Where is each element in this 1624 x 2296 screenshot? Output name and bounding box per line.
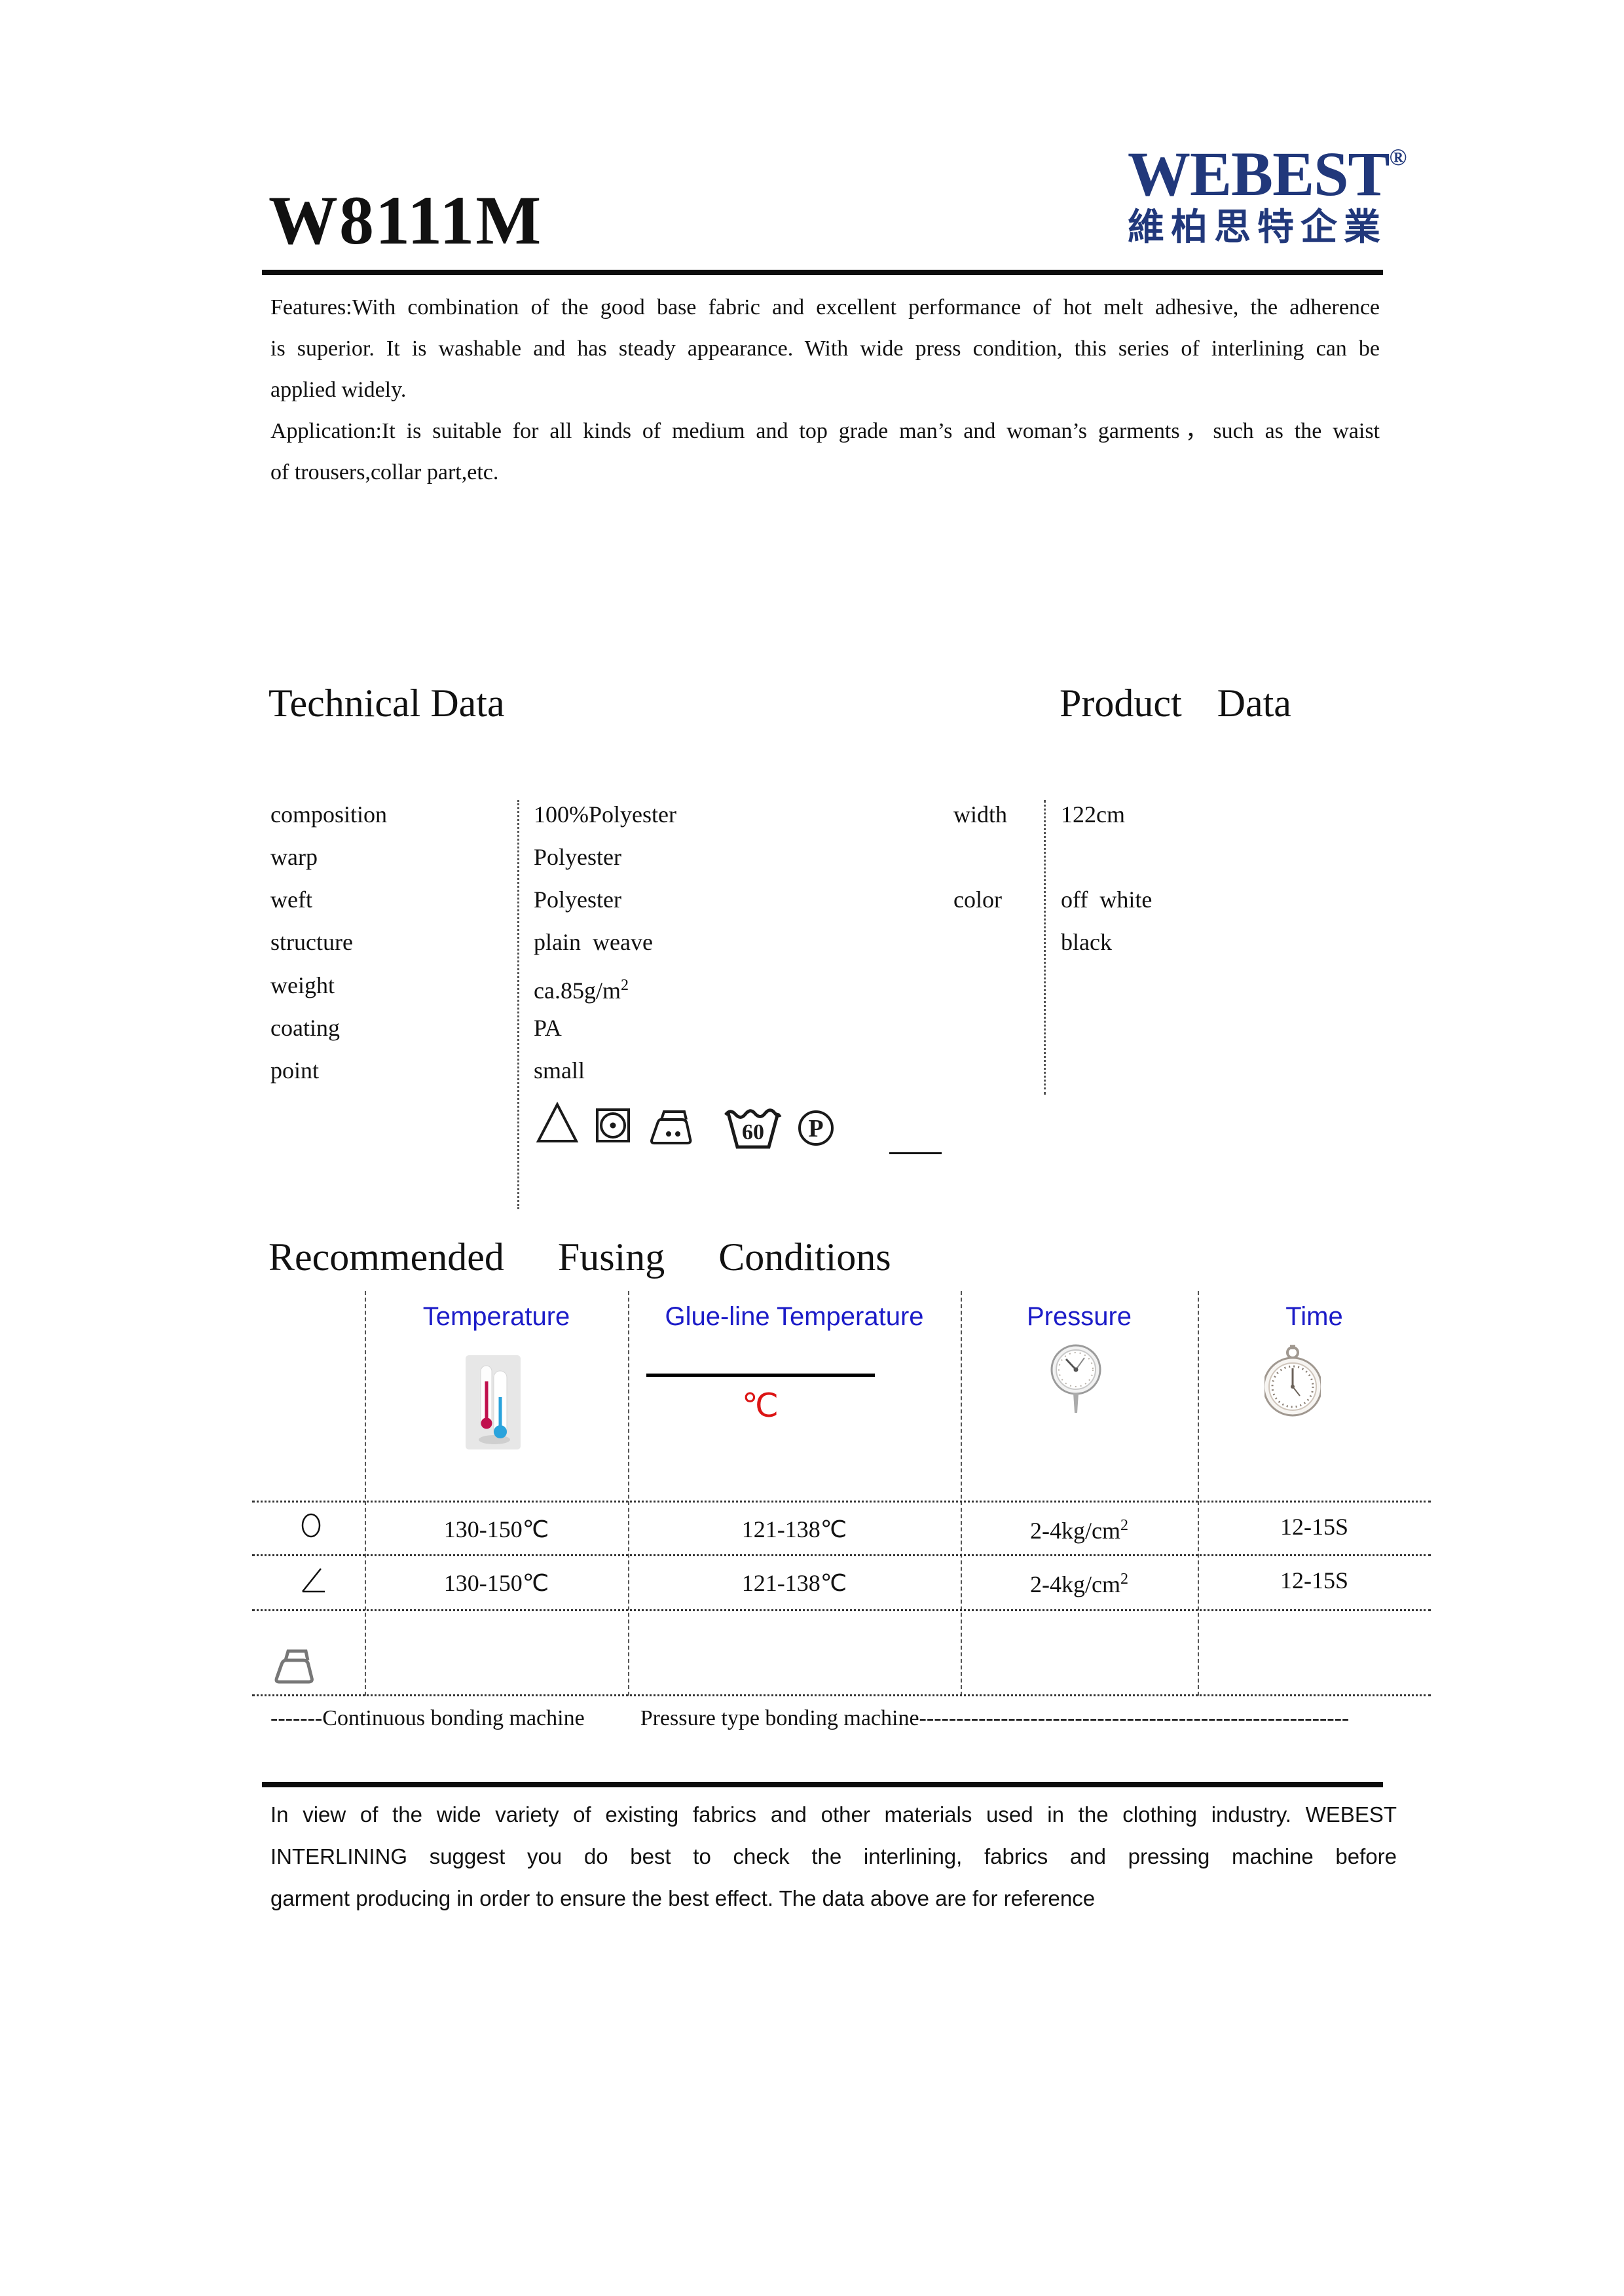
application-text-line: Application:It is suitable for all kinds… bbox=[270, 419, 1380, 443]
features-text-line: is superior. It is washable and has stea… bbox=[270, 337, 1380, 361]
reference-note: In view of the wide variety of existing … bbox=[270, 1794, 1397, 1920]
dashes: ----------------------------------------… bbox=[919, 1706, 1350, 1730]
note-line: INTERLINING suggest you do best to check… bbox=[270, 1844, 1397, 1868]
glue-line-celsius-unit: ℃ bbox=[741, 1387, 779, 1424]
fusing-row-separator bbox=[252, 1609, 1431, 1611]
tech-row-value: plain weave bbox=[534, 929, 653, 955]
fusing-conditions-table: Temperature Glue-line Temperature Pressu… bbox=[252, 1291, 1431, 1698]
tech-row-label: weight bbox=[270, 972, 335, 998]
pressure-value: 2-4kg/cm bbox=[1030, 1518, 1120, 1544]
tech-row-label: structure bbox=[270, 929, 353, 955]
dashes: ------- bbox=[270, 1706, 323, 1730]
footer-divider-rule bbox=[262, 1782, 1383, 1787]
glue-line-blank-rule bbox=[646, 1374, 875, 1377]
fusing-row-separator bbox=[252, 1501, 1431, 1503]
pressure-superscript: 2 bbox=[1120, 1571, 1128, 1588]
fusing-cell-time: 12-15S bbox=[1280, 1514, 1348, 1540]
wash-60-icon: 60 bbox=[724, 1108, 782, 1149]
product-row-label: width bbox=[953, 801, 1008, 828]
application-text-line: of trousers,collar part,etc. bbox=[270, 460, 499, 484]
continuous-bonding-label: Continuous bonding machine bbox=[322, 1706, 585, 1730]
column-header-pressure: Pressure bbox=[1026, 1302, 1132, 1331]
fusing-row-separator bbox=[252, 1554, 1431, 1556]
tech-row-label: warp bbox=[270, 844, 318, 870]
column-header-glue-line: Glue-line Temperature bbox=[665, 1302, 924, 1331]
weight-superscript: 2 bbox=[620, 977, 629, 994]
angle-symbol bbox=[302, 1568, 325, 1593]
tech-row-value: 100%Polyester bbox=[534, 801, 676, 828]
features-text-line: Features:With combination of the good ba… bbox=[270, 295, 1380, 319]
pressure-value: 2-4kg/cm bbox=[1030, 1571, 1120, 1597]
fusing-cell-temperature: 130-150℃ bbox=[443, 1570, 549, 1596]
wash-temp-label: 60 bbox=[742, 1120, 764, 1144]
bleach-triangle-icon bbox=[536, 1101, 579, 1142]
technical-table-divider bbox=[517, 800, 519, 1209]
iron-two-dots-icon bbox=[650, 1110, 692, 1144]
tech-row-label: coating bbox=[270, 1015, 340, 1041]
tech-row-label: point bbox=[270, 1057, 320, 1084]
tumble-dry-icon bbox=[596, 1108, 630, 1142]
registered-trademark-icon: ® bbox=[1389, 144, 1407, 170]
product-row-value: off white bbox=[1061, 886, 1153, 913]
product-row-label: color bbox=[953, 886, 1002, 913]
circle-symbol bbox=[301, 1513, 321, 1538]
pressure-superscript: 2 bbox=[1120, 1517, 1128, 1534]
fusing-column-divider bbox=[628, 1291, 629, 1696]
product-row-value: black bbox=[1061, 929, 1112, 955]
fusing-cell-pressure: 2-4kg/cm2 bbox=[961, 1561, 1198, 1597]
pressure-gauge-icon bbox=[1050, 1344, 1101, 1413]
iron-symbol bbox=[274, 1649, 314, 1684]
tech-row-value: small bbox=[534, 1057, 585, 1084]
weight-value: ca.85g/m bbox=[534, 977, 621, 1004]
header-divider-rule bbox=[262, 270, 1383, 275]
fusing-cell-time: 12-15S bbox=[1280, 1567, 1348, 1594]
note-line: In view of the wide variety of existing … bbox=[270, 1802, 1397, 1827]
logo-brand-row: WEBEST® bbox=[1128, 143, 1407, 206]
features-text-line: applied widely. bbox=[270, 378, 407, 402]
column-header-temperature: Temperature bbox=[422, 1302, 570, 1331]
dry-clean-p-icon: P bbox=[798, 1110, 834, 1146]
fusing-cell-temperature: 130-150℃ bbox=[443, 1516, 549, 1542]
company-logo: WEBEST® 維柏思特企業 bbox=[1128, 143, 1407, 248]
blank-line-symbol bbox=[889, 1152, 942, 1154]
technical-data-heading: Technical Data bbox=[268, 682, 505, 725]
fusing-row-separator bbox=[252, 1694, 1431, 1696]
column-header-time: Time bbox=[1285, 1302, 1343, 1331]
bonding-machine-note: -------Continuous bonding machine Pressu… bbox=[270, 1706, 1349, 1731]
tech-row-value: Polyester bbox=[534, 886, 621, 913]
pressure-bonding-label: Pressure type bonding machine bbox=[640, 1706, 919, 1730]
stopwatch-icon bbox=[1264, 1345, 1321, 1417]
fusing-conditions-heading: Recommended Fusing Conditions bbox=[268, 1235, 891, 1279]
product-table-divider bbox=[1044, 800, 1046, 1095]
logo-chinese-name: 維柏思特企業 bbox=[1128, 208, 1387, 248]
fusing-column-divider bbox=[365, 1291, 366, 1696]
logo-wordmark: WEBEST bbox=[1128, 139, 1390, 209]
intro-paragraphs: Features:With combination of the good ba… bbox=[270, 287, 1380, 493]
fusing-cell-glue: 121-138℃ bbox=[741, 1516, 847, 1542]
tech-row-label: weft bbox=[270, 886, 312, 913]
fusing-column-divider bbox=[1198, 1291, 1199, 1696]
product-row-value: 122cm bbox=[1061, 801, 1125, 828]
page-title: W8111M bbox=[268, 182, 543, 259]
tech-row-value: Polyester bbox=[534, 844, 621, 870]
note-line: garment producing in order to ensure the… bbox=[270, 1886, 1096, 1910]
thermometer-icon bbox=[466, 1355, 521, 1449]
tech-row-value: ca.85g/m2 bbox=[534, 968, 629, 1004]
fusing-cell-glue: 121-138℃ bbox=[741, 1570, 847, 1596]
product-data-heading: Product Data bbox=[1060, 682, 1291, 725]
dry-clean-letter: P bbox=[808, 1115, 823, 1142]
tech-row-value: PA bbox=[534, 1015, 562, 1041]
fusing-cell-pressure: 2-4kg/cm2 bbox=[961, 1507, 1198, 1544]
fusing-column-divider bbox=[961, 1291, 962, 1696]
tech-row-label: composition bbox=[270, 801, 387, 828]
spacer bbox=[585, 1706, 640, 1730]
